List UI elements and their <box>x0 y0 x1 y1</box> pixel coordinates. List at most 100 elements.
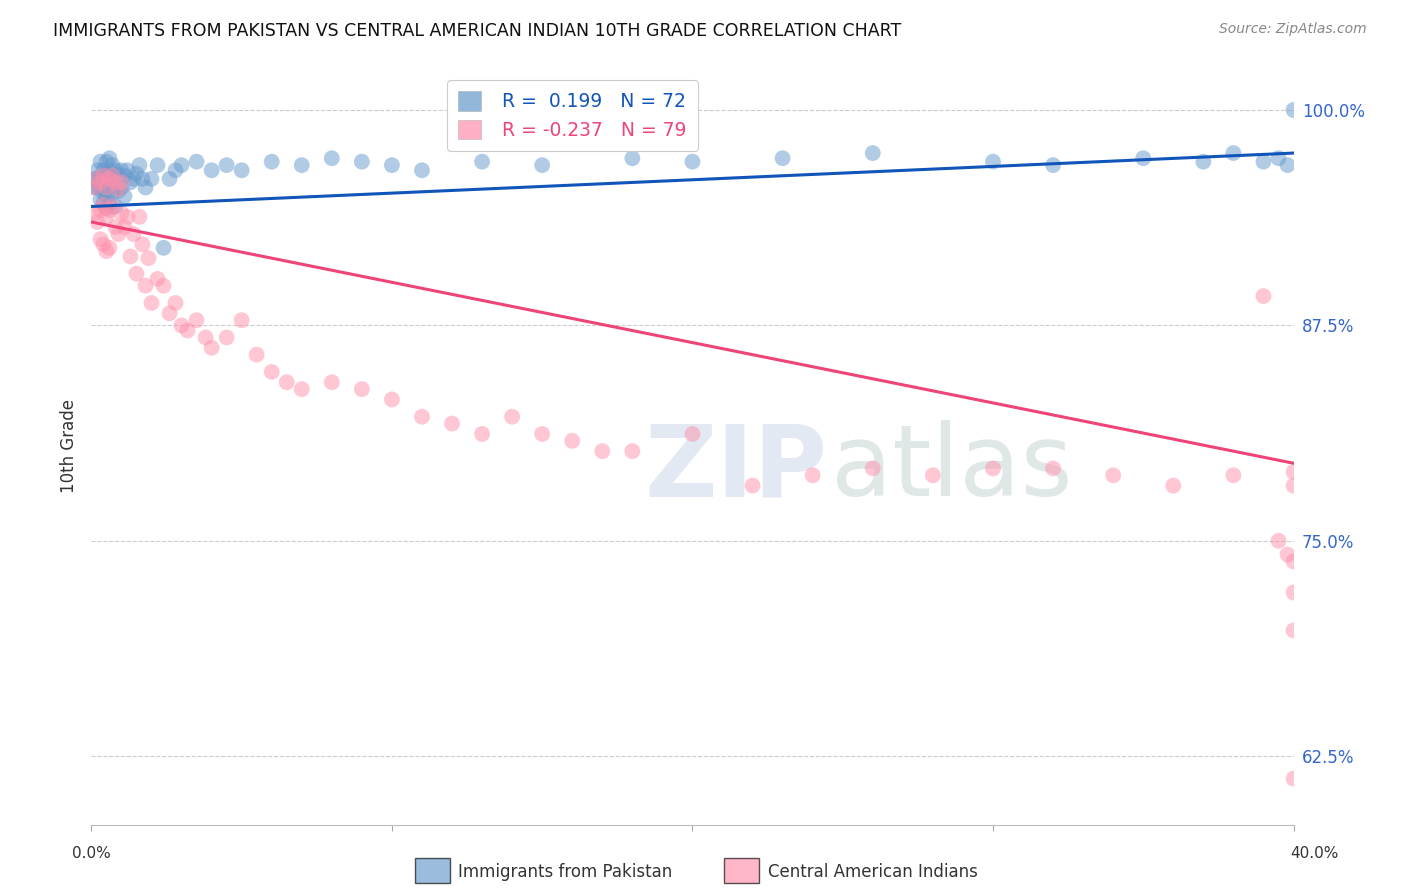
Point <box>96 210 118 224</box>
Point <box>83 180 105 194</box>
Point <box>128 210 150 224</box>
Point <box>1253 154 1275 169</box>
Point <box>117 163 139 178</box>
Point <box>98 202 121 217</box>
Point <box>134 180 156 194</box>
Point <box>215 158 238 172</box>
Point <box>862 461 884 475</box>
Point <box>681 426 703 441</box>
Y-axis label: 10th Grade: 10th Grade <box>59 399 77 493</box>
Point <box>107 169 129 183</box>
Point <box>194 330 217 344</box>
Point <box>260 365 283 379</box>
Point <box>89 232 111 246</box>
Point <box>141 296 163 310</box>
Point <box>98 172 121 186</box>
Point <box>260 154 283 169</box>
Point <box>471 154 494 169</box>
Point <box>120 175 142 189</box>
Point <box>1267 533 1289 548</box>
Point <box>96 154 118 169</box>
Point <box>86 172 108 186</box>
Point <box>114 189 136 203</box>
Point <box>104 180 127 194</box>
Point <box>1282 624 1305 638</box>
Point <box>411 409 433 424</box>
Text: Central American Indians: Central American Indians <box>768 863 977 881</box>
Point <box>201 163 224 178</box>
Point <box>531 158 554 172</box>
Point <box>1222 146 1244 161</box>
Point <box>98 196 121 211</box>
Point <box>1282 554 1305 568</box>
Point <box>114 169 136 183</box>
Point <box>350 382 373 396</box>
Point <box>231 163 253 178</box>
Point <box>1282 465 1305 479</box>
Point <box>120 249 142 263</box>
Point <box>83 206 105 220</box>
Point <box>110 175 132 189</box>
Point <box>101 170 124 185</box>
Point <box>1253 289 1275 303</box>
Point <box>501 409 523 424</box>
Legend:   R =  0.199   N = 72,   R = -0.237   N = 79: R = 0.199 N = 72, R = -0.237 N = 79 <box>447 80 697 151</box>
Point <box>165 163 187 178</box>
Point <box>98 175 121 189</box>
Point <box>134 278 156 293</box>
Point <box>1042 461 1064 475</box>
Point <box>170 318 193 333</box>
Point <box>231 313 253 327</box>
Point <box>122 227 145 241</box>
Point <box>246 348 269 362</box>
Point <box>321 376 343 390</box>
Text: Immigrants from Pakistan: Immigrants from Pakistan <box>458 863 672 881</box>
Point <box>152 278 174 293</box>
Text: 0.0%: 0.0% <box>72 846 111 861</box>
Point <box>1192 154 1215 169</box>
Point <box>381 392 404 407</box>
Point <box>170 158 193 172</box>
Point <box>96 178 118 193</box>
Point <box>276 376 298 390</box>
Point <box>96 244 118 259</box>
Point <box>922 468 945 483</box>
Point <box>117 210 139 224</box>
Text: atlas: atlas <box>831 420 1073 517</box>
Point <box>89 193 111 207</box>
Point <box>321 151 343 165</box>
Point <box>146 158 169 172</box>
Point <box>107 227 129 241</box>
Point <box>176 324 198 338</box>
Point <box>125 267 148 281</box>
Point <box>165 296 187 310</box>
Point <box>411 163 433 178</box>
Point <box>89 202 111 217</box>
Point <box>131 172 153 186</box>
Point <box>104 220 127 235</box>
Point <box>98 241 121 255</box>
Point <box>1282 585 1305 599</box>
Text: IMMIGRANTS FROM PAKISTAN VS CENTRAL AMERICAN INDIAN 10TH GRADE CORRELATION CHART: IMMIGRANTS FROM PAKISTAN VS CENTRAL AMER… <box>53 22 901 40</box>
Point <box>159 172 181 186</box>
Text: Source: ZipAtlas.com: Source: ZipAtlas.com <box>1219 22 1367 37</box>
Point <box>104 175 127 189</box>
Point <box>981 154 1004 169</box>
Point <box>93 163 115 178</box>
Point <box>981 461 1004 475</box>
Point <box>98 151 121 165</box>
Point <box>1161 478 1184 492</box>
Point <box>381 158 404 172</box>
Point <box>89 180 111 194</box>
Point <box>128 158 150 172</box>
Point <box>146 272 169 286</box>
Point <box>1222 468 1244 483</box>
Point <box>86 163 108 178</box>
Point <box>114 220 136 235</box>
Point <box>621 444 644 458</box>
Point <box>89 175 111 189</box>
Point <box>83 180 105 194</box>
Point <box>101 169 124 183</box>
Point <box>89 154 111 169</box>
Point <box>440 417 463 431</box>
